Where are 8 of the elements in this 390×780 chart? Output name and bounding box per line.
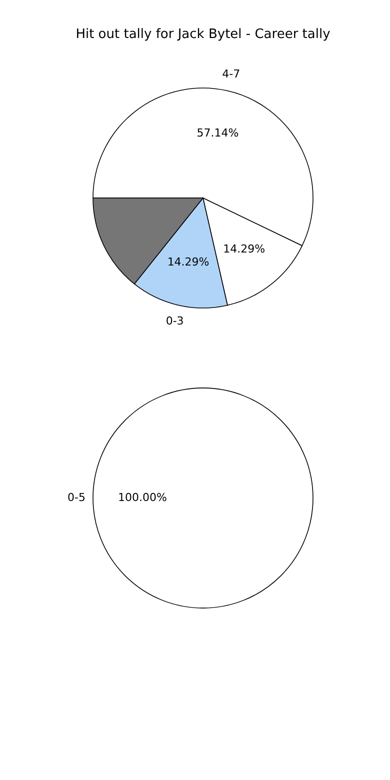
data-label: 14.29% (223, 242, 266, 256)
data-label: 57.14% (196, 126, 239, 140)
data-label: 14.29% (167, 255, 210, 268)
slice-label: 0-3 (166, 314, 184, 328)
slice-label: 0-5 (68, 491, 86, 504)
slice-label: 4-7 (222, 68, 240, 81)
chart-title: Hit out tally for Jack Bytel - Career tally (76, 27, 331, 42)
data-label: 100.00% (118, 491, 167, 504)
